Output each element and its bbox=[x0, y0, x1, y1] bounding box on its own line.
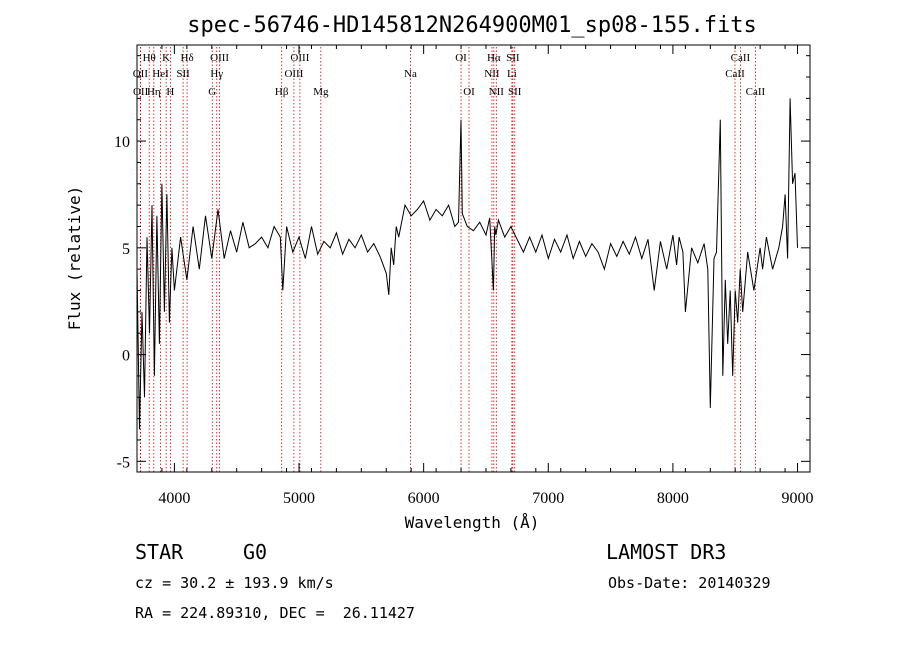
x-axis-ticks: 4000 5000 6000 7000 8000 9000 bbox=[136, 45, 814, 507]
emission-line-label: OI bbox=[463, 86, 475, 98]
emission-line-label: K bbox=[162, 52, 170, 64]
emission-line-label: Hη bbox=[147, 86, 161, 98]
y-tick-label: -5 bbox=[117, 454, 130, 471]
emission-line-label: Hθ bbox=[143, 52, 156, 64]
emission-line-label: Na bbox=[404, 68, 417, 80]
emission-line-label: Hδ bbox=[181, 52, 194, 64]
emission-line-label: Hα bbox=[487, 52, 501, 64]
observation-date: Obs-Date: 20140329 bbox=[608, 574, 771, 592]
spectral-class: G0 bbox=[243, 540, 268, 564]
chart-title: spec-56746-HD145812N264900M01_sp08-155.f… bbox=[187, 13, 757, 38]
emission-line-label: NII bbox=[489, 86, 505, 98]
emission-line-label: SII bbox=[508, 86, 522, 98]
y-tick-label: 10 bbox=[114, 134, 130, 151]
emission-line-label: OII bbox=[133, 68, 149, 80]
x-tick-label: 7000 bbox=[532, 490, 564, 507]
emission-line-label: NII bbox=[484, 68, 500, 80]
emission-line-label: SII bbox=[506, 52, 520, 64]
plot-frame bbox=[136, 44, 811, 473]
x-tick-label: 8000 bbox=[657, 490, 689, 507]
emission-line-label: OIII bbox=[290, 52, 309, 64]
emission-line-label: H bbox=[166, 86, 174, 98]
emission-line-label: Hγ bbox=[210, 68, 223, 80]
emission-line-label: CaII bbox=[746, 86, 766, 98]
emission-line-labels: OIIOIIHθHηHeIKHSIIHδGHγOIIIHβOIIIOIIIMgN… bbox=[133, 52, 766, 98]
x-tick-label: 6000 bbox=[408, 490, 440, 507]
emission-line-label: OIII bbox=[210, 52, 229, 64]
y-axis-label: Flux (relative) bbox=[65, 186, 84, 331]
emission-line-label: CaII bbox=[725, 68, 745, 80]
x-axis-label: Wavelength (Å) bbox=[405, 513, 540, 532]
coordinates: RA = 224.89310, DEC = 26.11427 bbox=[135, 604, 415, 622]
y-axis-ticks: -5 0 5 10 bbox=[114, 55, 810, 471]
redshift-cz: cz = 30.2 ± 193.9 km/s bbox=[135, 574, 334, 592]
survey-name: LAMOST DR3 bbox=[606, 540, 727, 564]
emission-line-label: SII bbox=[176, 68, 190, 80]
x-tick-label: 5000 bbox=[283, 490, 315, 507]
emission-line-label: OI bbox=[455, 52, 467, 64]
y-tick-label: 0 bbox=[122, 348, 130, 365]
emission-line-label: Li bbox=[507, 68, 517, 80]
emission-line-label: CaII bbox=[731, 52, 751, 64]
emission-line-label: Hβ bbox=[275, 86, 289, 98]
x-tick-label: 9000 bbox=[782, 490, 814, 507]
spectrum-line bbox=[136, 98, 798, 430]
emission-line-label: Mg bbox=[313, 86, 329, 98]
emission-line-markers bbox=[139, 47, 756, 472]
y-tick-label: 5 bbox=[122, 241, 130, 258]
x-tick-label: 4000 bbox=[158, 490, 190, 507]
emission-line-label: G bbox=[208, 86, 216, 98]
emission-line-label: HeI bbox=[152, 68, 169, 80]
object-type: STAR bbox=[135, 540, 184, 564]
emission-line-label: OIII bbox=[284, 68, 303, 80]
